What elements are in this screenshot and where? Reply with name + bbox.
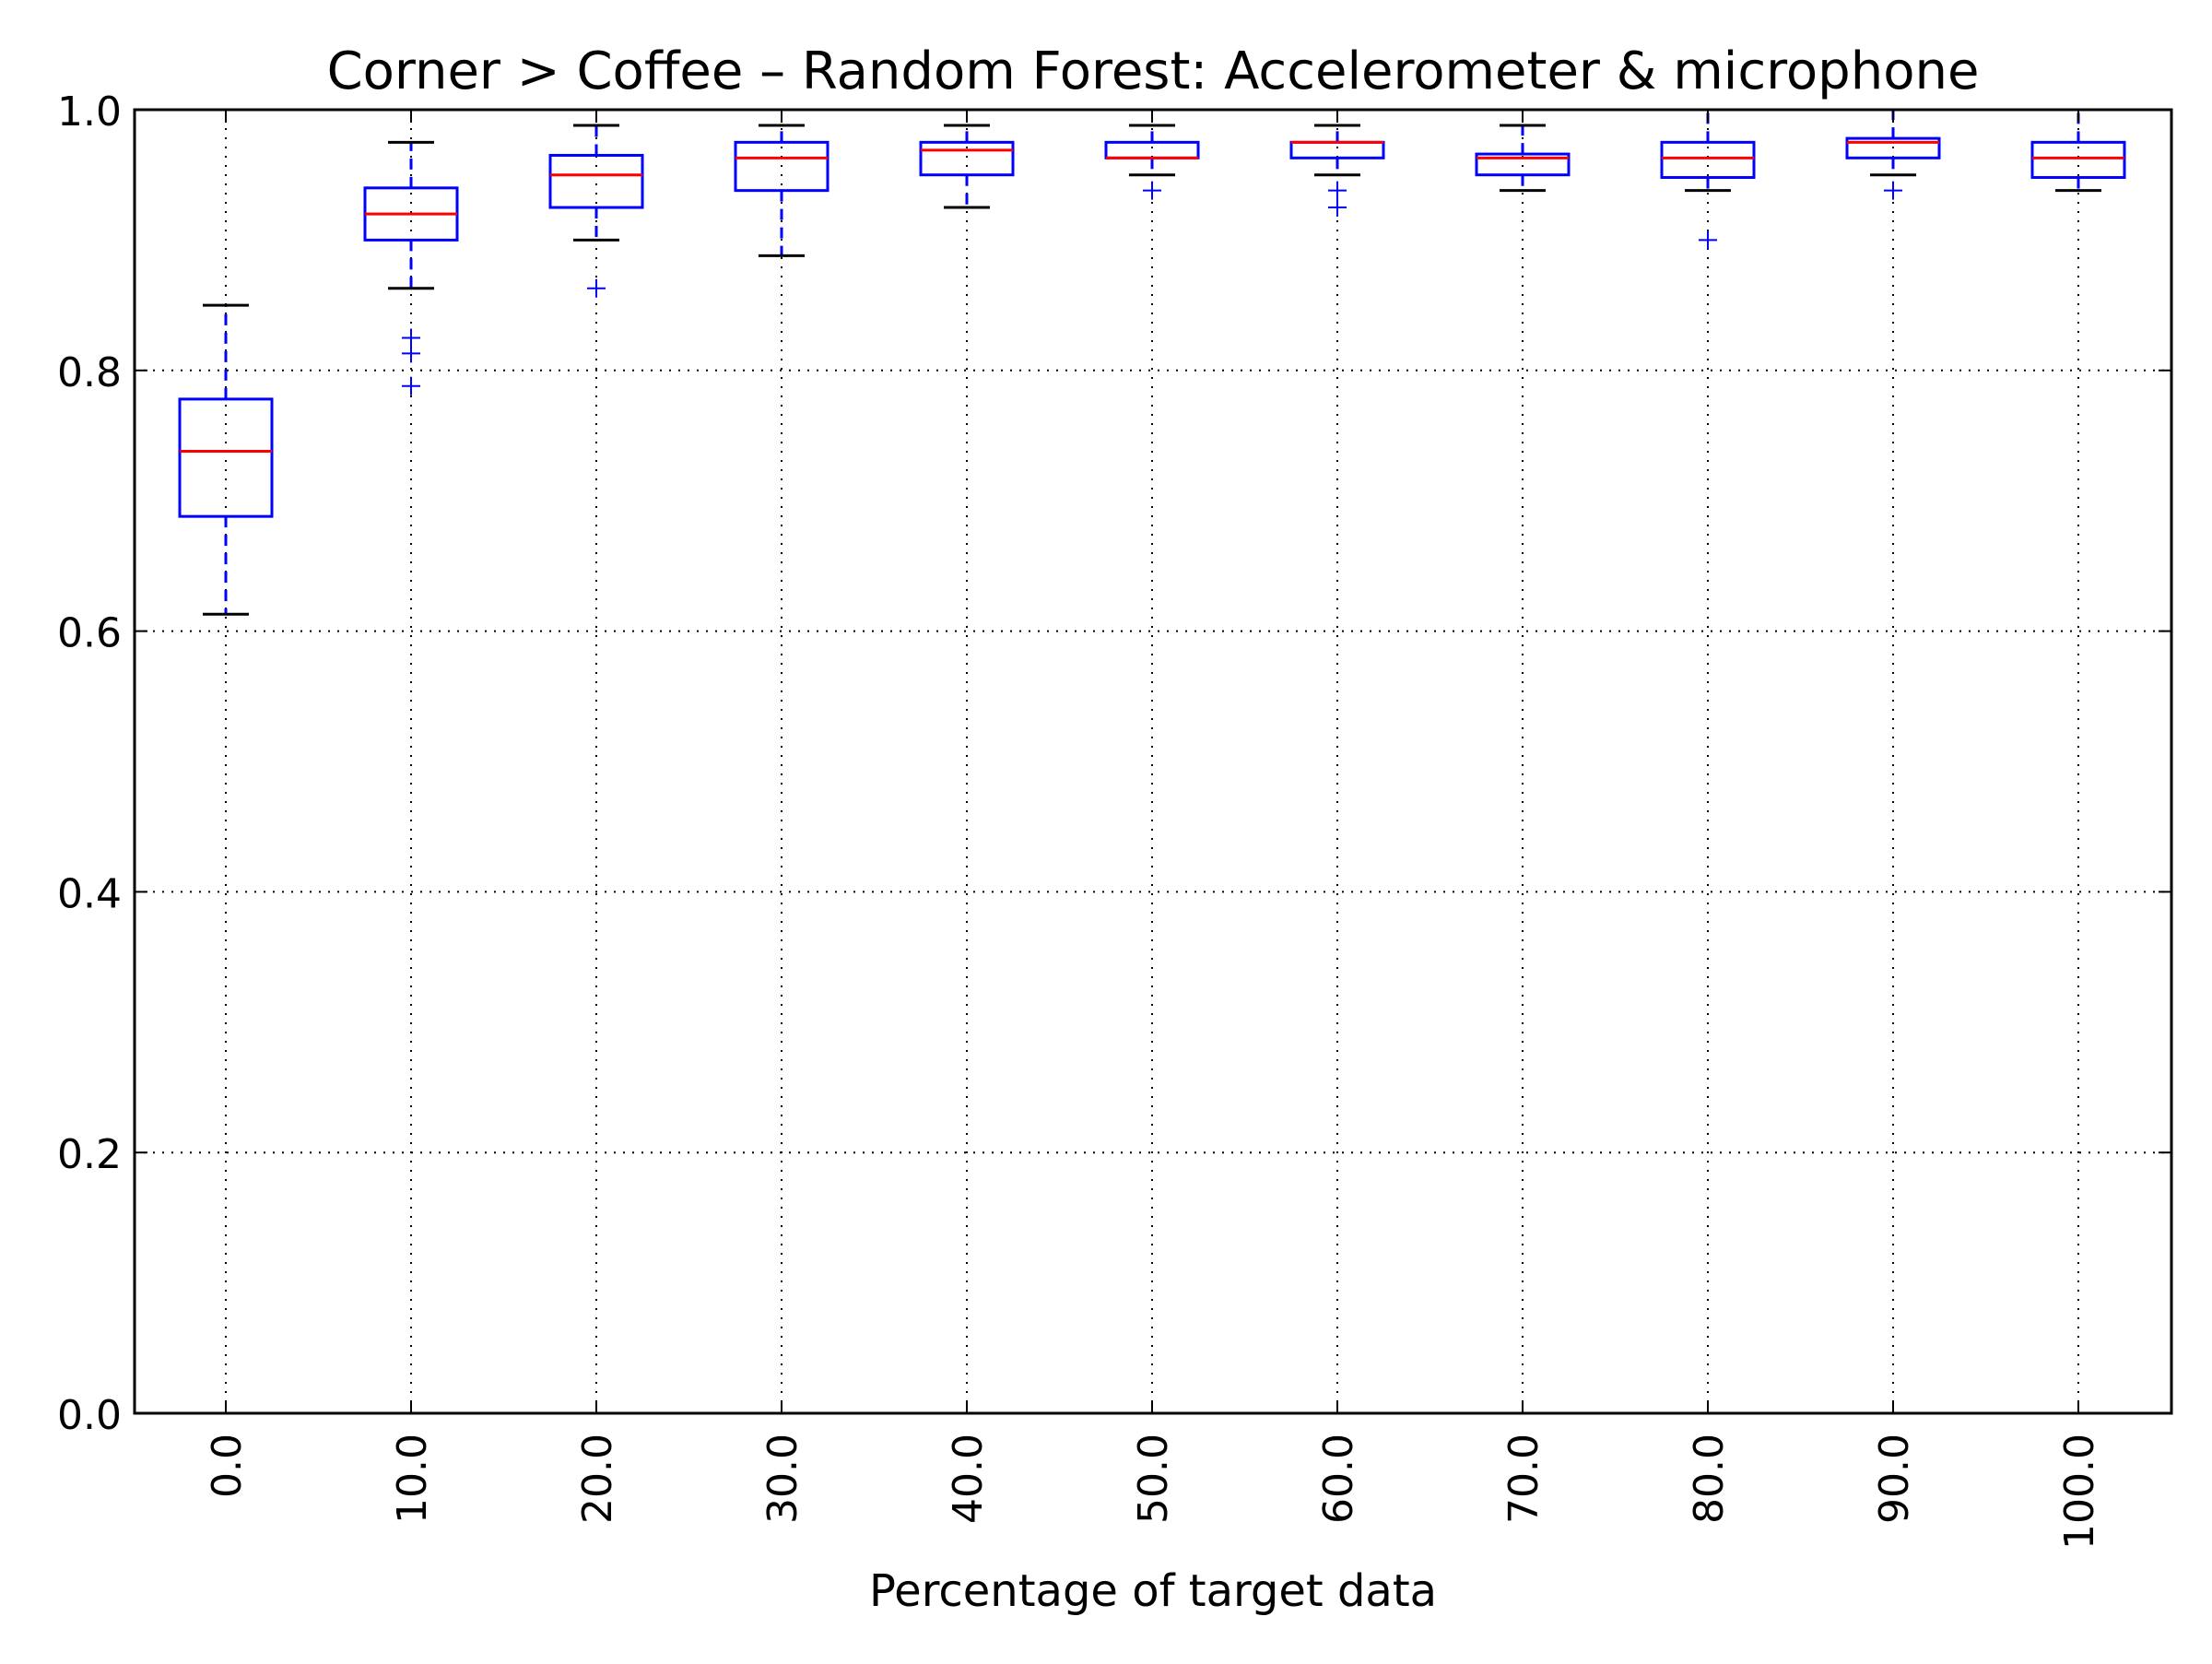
box-iqr	[2030, 140, 2126, 180]
x-tick-label: 20.0	[574, 1434, 621, 1524]
x-tick-label: 30.0	[759, 1434, 806, 1524]
outlier-marker	[1328, 198, 1347, 218]
box-group	[919, 124, 1015, 209]
box-iqr	[1104, 140, 1200, 159]
y-tick-label: 0.4	[57, 870, 122, 917]
x-tick-label: 90.0	[1871, 1434, 1918, 1524]
outlier-marker	[402, 344, 420, 363]
x-tick-label: 0.0	[204, 1434, 251, 1498]
box-group	[1845, 108, 1941, 200]
y-tick-label: 0.8	[57, 349, 122, 396]
x-tick-label: 40.0	[945, 1434, 992, 1524]
box-iqr	[1660, 140, 1756, 180]
box-iqr	[548, 153, 644, 209]
box-group	[178, 303, 274, 616]
box-iqr	[919, 140, 1015, 177]
x-tick-label: 100.0	[2056, 1434, 2103, 1550]
outlier-marker	[1884, 181, 1902, 200]
axis-ticks: 0.0 0.2 0.4 0.6 0.8 1.0 0.0 10.0 20.0 30.0 40.0 50.…	[57, 89, 2171, 1550]
outlier-marker	[402, 376, 420, 395]
box-iqr	[734, 140, 830, 193]
box-group	[1104, 124, 1200, 200]
box-series	[178, 108, 2126, 616]
box-group	[1475, 124, 1571, 193]
box-group	[2030, 108, 2126, 193]
x-tick-label: 60.0	[1315, 1434, 1362, 1524]
x-axis-label: Percentage of target data	[869, 1565, 1437, 1617]
x-tick-label: 10.0	[389, 1434, 436, 1524]
x-tick-label: 70.0	[1500, 1434, 1547, 1524]
chart-title: Corner > Coffee – Random Forest: Acceler…	[327, 41, 1980, 101]
box-iqr	[1475, 152, 1571, 177]
box-group	[1660, 108, 1756, 250]
outlier-marker	[587, 278, 606, 298]
outlier-marker	[1143, 181, 1161, 200]
x-tick-label: 80.0	[1686, 1434, 1733, 1524]
y-tick-label: 1.0	[57, 89, 122, 136]
box-iqr	[1289, 140, 1385, 159]
grid-lines	[135, 109, 2171, 1414]
y-tick-label: 0.2	[57, 1131, 122, 1178]
box-group	[734, 124, 830, 257]
x-tick-label: 50.0	[1130, 1434, 1177, 1524]
box-iqr	[178, 397, 274, 518]
box-group	[1289, 124, 1385, 218]
box-iqr	[1845, 136, 1941, 159]
y-tick-label: 0.0	[57, 1392, 122, 1439]
outlier-marker	[402, 328, 420, 348]
box-group	[548, 124, 644, 298]
outlier-marker	[1699, 230, 1717, 250]
y-tick-label: 0.6	[57, 610, 122, 657]
box-group	[363, 140, 459, 395]
outlier-marker	[1328, 181, 1347, 200]
